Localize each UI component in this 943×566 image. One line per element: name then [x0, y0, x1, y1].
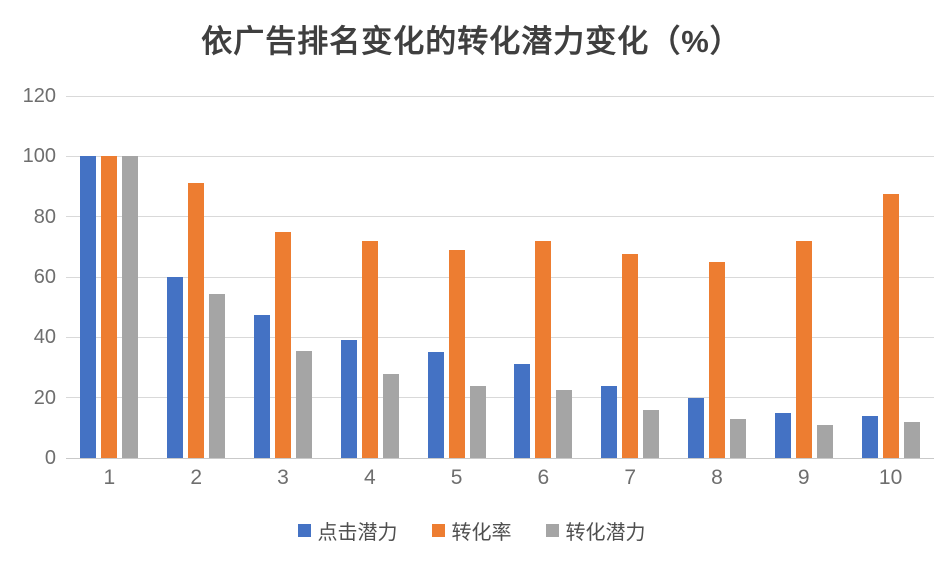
bar-转化潜力-8 — [729, 418, 746, 458]
bar-转化潜力-1 — [122, 156, 139, 458]
bar-group — [760, 96, 847, 458]
legend-label: 转化率 — [451, 522, 512, 544]
gridline — [66, 216, 934, 218]
legend-label: 转化潜力 — [565, 522, 646, 544]
bar-点击潜力-8 — [687, 397, 704, 458]
y-tick-label: 0 — [44, 447, 56, 469]
x-tick-label: 3 — [277, 466, 289, 489]
bar-转化潜力-9 — [816, 424, 833, 458]
bar-转化率-4 — [361, 240, 378, 458]
x-tick-label: 4 — [363, 466, 376, 489]
x-axis-labels: 1 2 3 4 5 6 7 8 9 10 — [66, 466, 934, 490]
gridline — [66, 276, 934, 278]
x-tick-label: 5 — [450, 466, 463, 489]
legend-item-转化率: 转化率 — [431, 516, 512, 545]
bar-转化潜力-5 — [469, 385, 486, 458]
bar-group — [153, 96, 240, 458]
y-tick-label: 100 — [22, 145, 56, 168]
legend-label: 点击潜力 — [317, 522, 398, 544]
bar-转化潜力-6 — [556, 390, 573, 458]
bar-转化潜力-2 — [209, 293, 226, 458]
bar-转化潜力-3 — [295, 350, 312, 458]
bar-group — [66, 96, 153, 458]
bar-点击潜力-9 — [774, 412, 791, 458]
bar-点击潜力-3 — [253, 314, 270, 458]
gridline — [66, 397, 934, 399]
x-tick-label: 6 — [537, 466, 550, 489]
legend-swatch-icon — [545, 524, 559, 537]
bar-点击潜力-6 — [514, 364, 531, 458]
plot-area: 0 20 40 60 80 100 120 — [23, 86, 934, 468]
bar-group — [413, 96, 500, 458]
legend: 点击潜力 转化率 转化潜力 — [0, 516, 943, 545]
bar-group — [847, 96, 934, 458]
gridline — [66, 95, 934, 97]
bar-转化潜力-10 — [903, 421, 920, 458]
bar-点击潜力-2 — [167, 277, 184, 458]
gridline — [66, 336, 934, 338]
bar-group — [500, 96, 587, 458]
bar-group — [240, 96, 327, 458]
bar-group — [587, 96, 674, 458]
bar-转化率-8 — [708, 261, 725, 458]
y-tick-label: 20 — [33, 386, 56, 409]
bar-转化率-2 — [188, 183, 205, 458]
bar-点击潜力-5 — [427, 352, 444, 458]
bar-点击潜力-4 — [340, 340, 357, 458]
x-tick-label: 1 — [103, 466, 116, 489]
bar-转化率-3 — [274, 231, 291, 458]
bar-转化率-7 — [622, 254, 639, 458]
x-tick-label: 8 — [711, 466, 723, 489]
y-tick-label: 120 — [22, 85, 56, 107]
y-tick-label: 80 — [33, 205, 56, 228]
legend-swatch-icon — [431, 524, 445, 537]
bar-点击潜力-10 — [861, 415, 878, 458]
x-tick-label: 2 — [190, 466, 203, 489]
bar-转化率-1 — [101, 156, 118, 458]
x-axis-line — [66, 457, 934, 459]
bar-转化率-9 — [795, 240, 812, 458]
bar-点击潜力-7 — [601, 385, 618, 458]
bar-点击潜力-1 — [80, 156, 97, 458]
legend-swatch-icon — [297, 524, 311, 537]
bar-group — [674, 96, 761, 458]
x-tick-label: 10 — [878, 466, 903, 489]
legend-item-点击潜力: 点击潜力 — [297, 516, 398, 545]
bar-转化率-5 — [448, 249, 465, 458]
bar-转化率-6 — [535, 240, 552, 458]
bar-转化潜力-7 — [643, 409, 660, 458]
bar-转化潜力-4 — [382, 373, 399, 458]
x-tick-label: 7 — [624, 466, 637, 489]
y-tick-label: 60 — [33, 266, 56, 288]
x-tick-label: 9 — [797, 466, 810, 489]
y-tick-label: 40 — [33, 326, 56, 349]
gridline — [66, 155, 934, 157]
bar-转化率-10 — [882, 194, 899, 458]
chart-title: 依广告排名变化的转化潜力变化（%） — [201, 24, 742, 59]
bar-group — [326, 96, 413, 458]
legend-item-转化潜力: 转化潜力 — [545, 516, 646, 545]
bar-groups — [66, 96, 934, 458]
